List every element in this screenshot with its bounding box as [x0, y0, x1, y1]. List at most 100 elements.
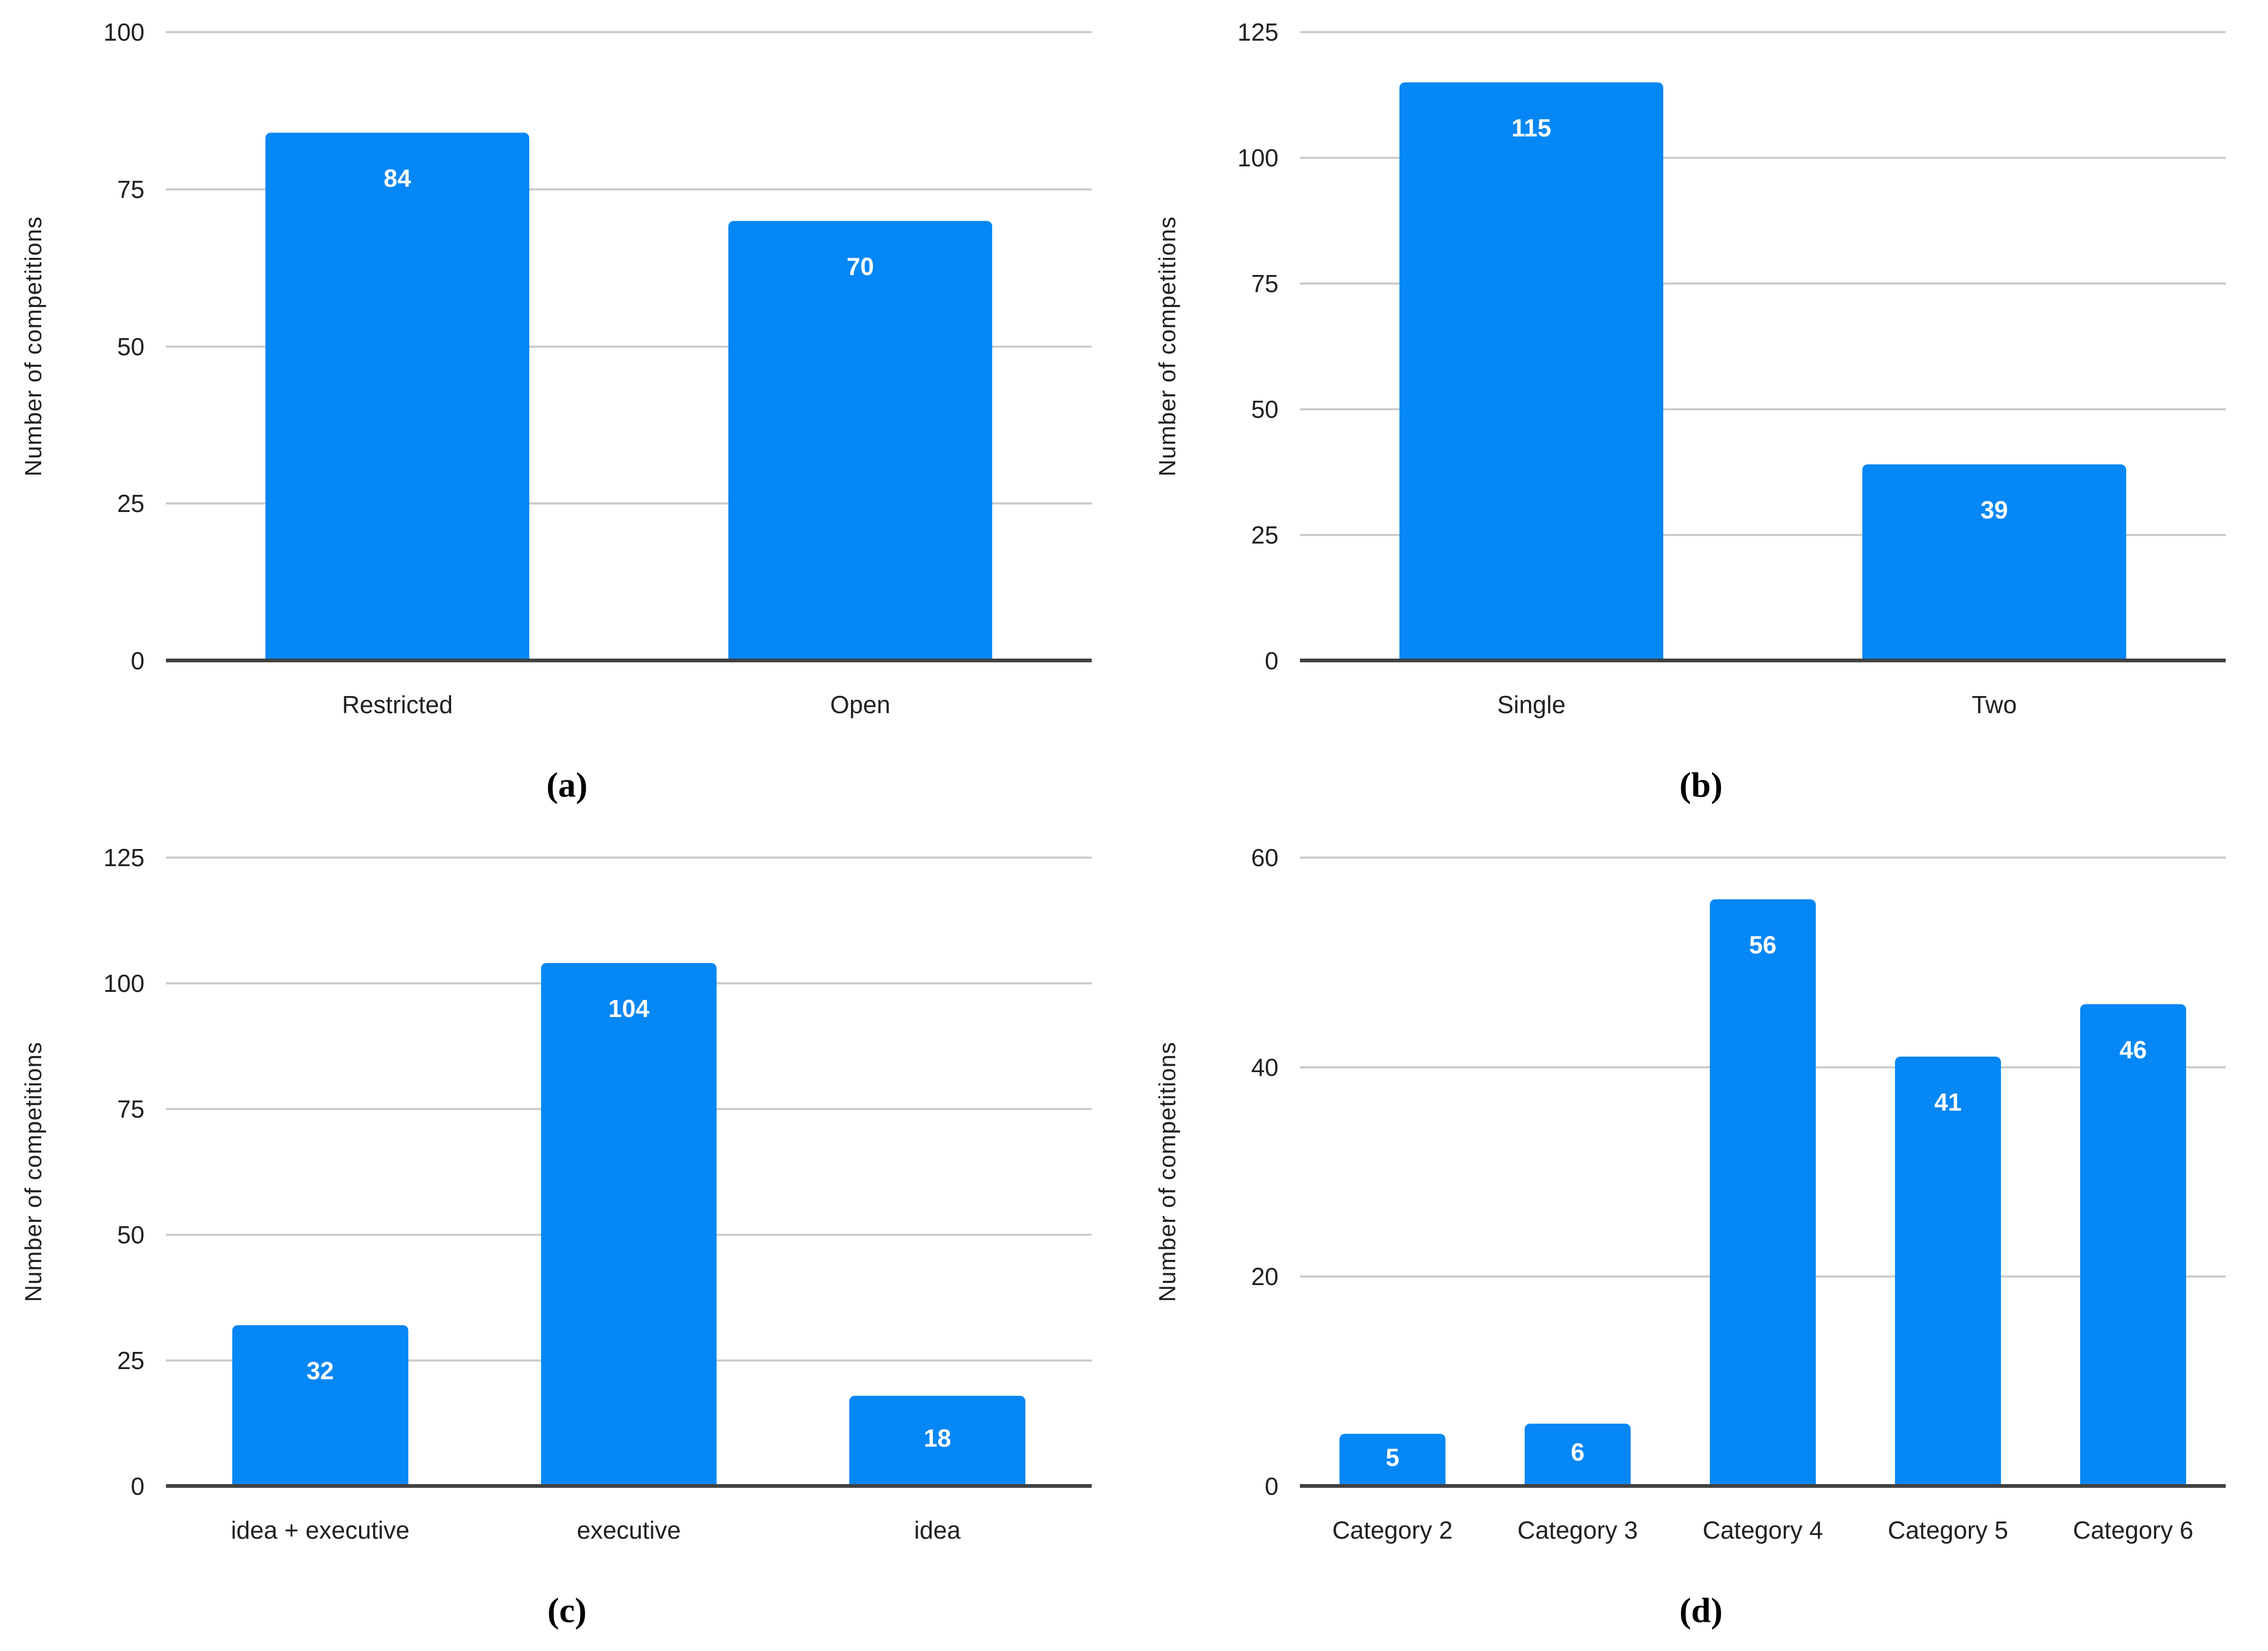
gridline-y-50 [1300, 408, 2226, 410]
bar-open [728, 220, 993, 661]
bar-restricted [265, 133, 530, 661]
bar-value-label: 5 [1386, 1443, 1399, 1472]
bar-executive [541, 963, 717, 1486]
y-tick-label-75: 75 [117, 175, 144, 203]
chart-panel-b: Number of competitions 0 25 50 75 100 125 115… [1134, 0, 2268, 826]
y-tick-label-25: 25 [1251, 521, 1278, 549]
x-category-label-idea: idea [914, 1516, 961, 1544]
plot-area: 32 104 18 [166, 857, 1092, 1488]
x-category-label-category-4: Category 4 [1702, 1516, 1823, 1544]
chart-panel-d: Number of competitions 0 20 40 60 5 6 56 41 46 … [1134, 826, 2268, 1651]
subfigure-caption-c: (c) [0, 1591, 1134, 1631]
y-axis-title: Number of competitions [15, 32, 52, 661]
y-tick-label-60: 60 [1251, 844, 1278, 872]
bar-category-4 [1710, 899, 1816, 1486]
y-tick-label-25: 25 [117, 1347, 144, 1374]
x-axis-category-labels: Category 2 Category 3 Category 4 Category 5… [1300, 1511, 2226, 1549]
gridline-y-125 [166, 857, 1092, 859]
bar-value-label: 84 [383, 164, 412, 192]
y-tick-label-0: 0 [131, 647, 144, 675]
gridline-y-25 [1300, 534, 2226, 536]
subfigure-caption-text: (a) [546, 766, 588, 805]
y-tick-label-0: 0 [1265, 647, 1278, 675]
gridline-y-75 [1300, 282, 2226, 285]
y-axis-title: Number of competitions [1149, 32, 1186, 661]
bar-idea-executive [232, 1325, 408, 1486]
y-axis-title: Number of competitions [15, 858, 52, 1486]
chart-panel-c: Number of competitions 0 25 50 75 100 125 32 1… [0, 826, 1134, 1651]
gridline-y-60 [1300, 857, 2226, 859]
x-axis-baseline [166, 1484, 1092, 1488]
y-tick-label-40: 40 [1251, 1053, 1278, 1081]
y-tick-label-125: 125 [103, 844, 144, 872]
y-tick-label-0: 0 [1265, 1472, 1278, 1500]
subfigure-caption-b: (b) [1134, 765, 2268, 806]
bar-category-5 [1895, 1057, 2001, 1486]
gridline-y-25 [166, 502, 1092, 505]
y-axis-tick-labels: 0 25 50 75 100 125 [54, 844, 144, 1500]
y-tick-label-50: 50 [117, 1221, 144, 1249]
y-tick-label-0: 0 [131, 1472, 144, 1500]
bar-value-label: 18 [924, 1424, 952, 1453]
y-tick-label-50: 50 [117, 332, 144, 361]
x-category-label-single: Single [1497, 691, 1566, 719]
bar-category-3 [1525, 1423, 1631, 1486]
y-axis-tick-labels: 0 25 50 75 100 125 [1188, 18, 1278, 675]
bar-value-label: 32 [306, 1357, 334, 1385]
x-axis-category-labels: idea + executive executive idea [166, 1511, 1092, 1549]
bar-value-label: 46 [2119, 1036, 2147, 1064]
y-tick-label-50: 50 [1251, 395, 1278, 423]
x-axis-category-labels: Restricted Open [166, 686, 1092, 723]
bar-value-label: 56 [1749, 931, 1777, 959]
x-axis-baseline [166, 659, 1092, 662]
y-axis-title-text: Number of competitions [20, 1042, 47, 1302]
x-axis-baseline [1300, 1484, 2226, 1488]
plot-area: 84 70 [166, 31, 1092, 662]
x-axis-baseline [1300, 659, 2226, 662]
y-axis-title-text: Number of competitions [20, 216, 47, 477]
y-axis-title-text: Number of competitions [1154, 216, 1181, 477]
bar-idea [849, 1395, 1025, 1486]
bar-value-label: 70 [846, 252, 874, 280]
chart-panel-a: Number of competitions 0 25 50 75 100 84 70 R… [0, 0, 1134, 826]
bar-category-6 [2080, 1004, 2186, 1486]
y-axis-tick-labels: 0 20 40 60 [1188, 844, 1278, 1500]
bar-single [1399, 82, 1664, 661]
y-axis-title: Number of competitions [1149, 858, 1186, 1486]
bar-value-label: 39 [1980, 496, 2008, 524]
y-tick-label-125: 125 [1237, 18, 1278, 46]
bar-value-label: 115 [1511, 114, 1551, 142]
x-category-label-open: Open [830, 691, 891, 719]
x-category-label-restricted: Restricted [341, 691, 453, 719]
bar-value-label: 41 [1934, 1088, 1962, 1117]
x-category-label-two: Two [1972, 691, 2017, 719]
y-tick-label-100: 100 [103, 969, 144, 997]
y-tick-label-100: 100 [1237, 144, 1278, 172]
gridline-y-125 [1300, 31, 2226, 33]
x-category-label-category-6: Category 6 [2073, 1516, 2194, 1544]
x-category-label-category-2: Category 2 [1332, 1516, 1453, 1544]
gridline-y-50 [166, 345, 1092, 348]
subfigure-caption-d: (d) [1134, 1591, 2268, 1631]
subfigure-caption-text: (b) [1679, 766, 1723, 805]
bar-two [1862, 464, 2127, 661]
bar-category-2 [1340, 1434, 1445, 1486]
plot-area: 115 39 [1300, 31, 2226, 662]
y-axis-title-text: Number of competitions [1154, 1042, 1181, 1302]
gridline-y-100 [166, 31, 1092, 33]
y-axis-tick-labels: 0 25 50 75 100 [54, 18, 144, 675]
x-category-label-executive: executive [576, 1516, 681, 1544]
x-category-label-idea-executive: idea + executive [231, 1516, 410, 1544]
x-axis-category-labels: Single Two [1300, 686, 2226, 723]
y-tick-label-75: 75 [117, 1095, 144, 1123]
plot-area: 5 6 56 41 46 [1300, 857, 2226, 1488]
x-category-label-category-5: Category 5 [1888, 1516, 2008, 1544]
gridline-y-100 [1300, 157, 2226, 159]
bar-value-label: 104 [608, 995, 650, 1023]
subfigure-caption-text: (c) [547, 1591, 587, 1630]
y-tick-label-75: 75 [1251, 270, 1278, 297]
y-tick-label-25: 25 [117, 490, 144, 518]
subfigure-caption-a: (a) [0, 765, 1134, 806]
x-category-label-category-3: Category 3 [1517, 1516, 1638, 1544]
